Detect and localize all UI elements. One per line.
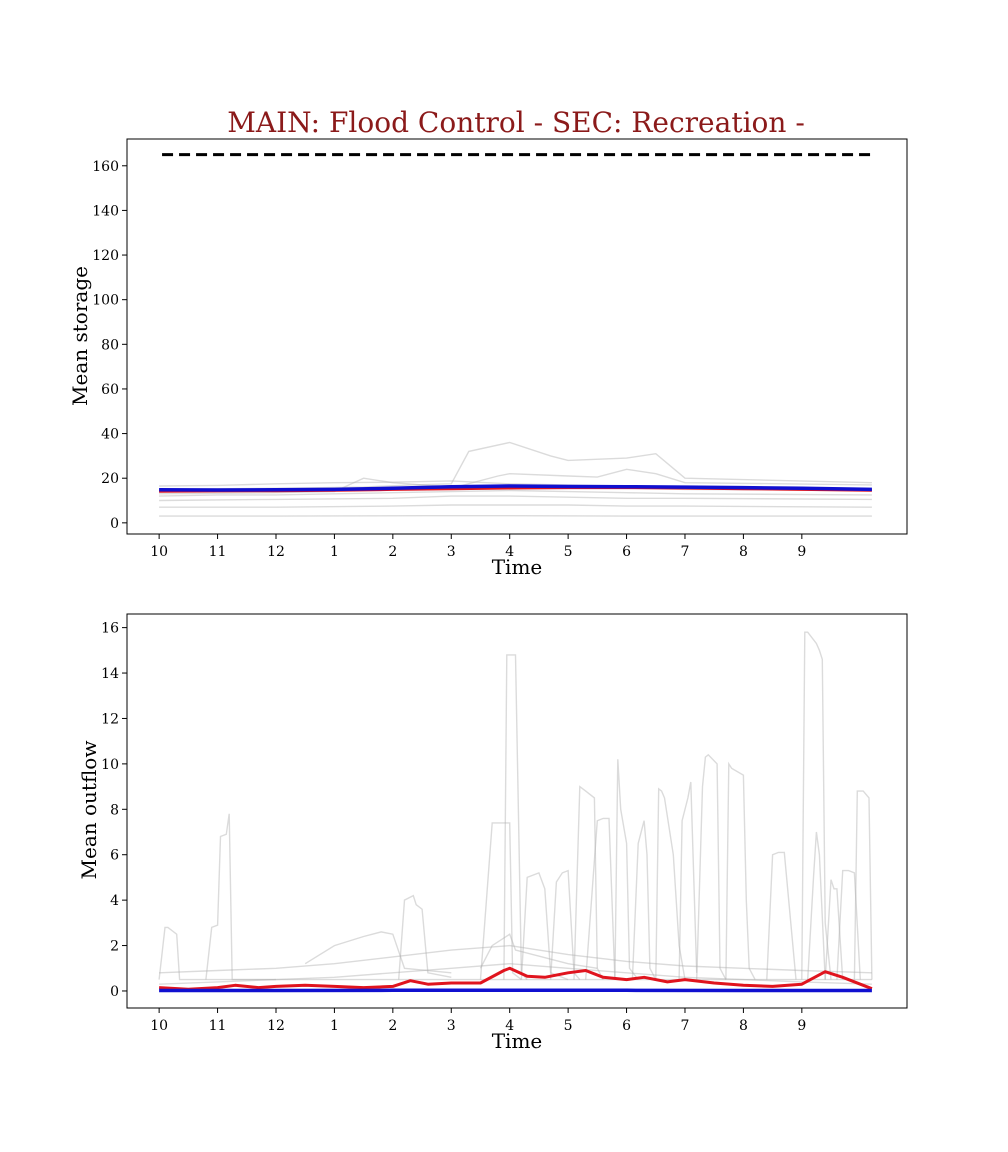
outflow-y-tick-label: 10: [101, 757, 119, 773]
storage-x-tick-label: 8: [739, 544, 748, 560]
storage-y-tick-label: 120: [92, 248, 119, 264]
outflow-x-axis-label: Time: [492, 1029, 543, 1053]
outflow-y-tick-label: 6: [110, 848, 119, 864]
outflow-ensemble-line: [631, 820, 657, 980]
storage-plot-frame: [126, 138, 908, 535]
outflow-x-tick-label: 11: [209, 1018, 227, 1034]
storage-panel: Time Mean storage 0 20 40 60 80 100 120 140 160 1…: [68, 138, 908, 579]
storage-ensemble-line: [159, 441, 872, 491]
storage-y-tick-label: 60: [101, 382, 119, 398]
outflow-x-tick-label: 12: [267, 1018, 285, 1034]
outflow-x-tick-label: 9: [797, 1018, 806, 1034]
outflow-x-tick-label: 7: [681, 1018, 690, 1034]
outflow-ensemble-line: [479, 933, 598, 969]
storage-y-tick-label: 20: [101, 471, 119, 487]
outflow-x-tick-label: 6: [622, 1018, 631, 1034]
storage-blue-series-line: [159, 484, 872, 492]
outflow-ensemble-line: [398, 894, 452, 980]
outflow-ensemble-line: [696, 753, 727, 980]
outflow-ensemble-line: [655, 787, 686, 980]
outflow-ensemble-line: [725, 761, 756, 980]
outflow-ensemble-line: [304, 931, 452, 974]
outflow-ensemble-line: [158, 926, 872, 981]
storage-x-tick-label: 11: [209, 544, 227, 560]
outflow-red-series-line: [159, 966, 873, 991]
outflow-x-tick-label: 2: [388, 1018, 397, 1034]
storage-x-tick-label: 9: [797, 544, 806, 560]
outflow-y-tick-label: 0: [110, 984, 119, 1000]
outflow-ensemble-line: [678, 781, 698, 980]
outflow-ensemble-line: [853, 790, 873, 980]
storage-ensemble-line: [159, 489, 872, 497]
outflow-y-tick-label: 2: [110, 939, 119, 955]
chart-title: MAIN: Flood Control - SEC: Recreation -: [227, 106, 805, 139]
outflow-x-tick-label: 1: [330, 1018, 339, 1034]
storage-y-tick-label: 100: [92, 293, 119, 309]
outflow-x-tick-label: 10: [150, 1018, 168, 1034]
storage-x-tick-label: 10: [150, 544, 168, 560]
storage-x-tick-label: 7: [681, 544, 690, 560]
outflow-ensemble-line: [573, 785, 604, 980]
storage-ensemble-line: [159, 495, 872, 502]
outflow-ensemble-line: [801, 631, 832, 980]
storage-x-tick-label: 5: [564, 544, 573, 560]
outflow-y-tick-label: 16: [101, 621, 119, 637]
storage-x-axis-label: Time: [492, 555, 543, 579]
outflow-ensemble-line: [159, 962, 872, 985]
storage-y-axis-label: Mean storage: [68, 266, 92, 406]
storage-ensemble-line: [159, 504, 872, 508]
outflow-ensemble-line: [836, 869, 861, 980]
outflow-y-tick-label: 8: [110, 802, 119, 818]
outflow-x-tick-label: 5: [564, 1018, 573, 1034]
outflow-x-tick-label: 3: [447, 1018, 456, 1034]
outflow-ensemble-line: [159, 944, 872, 974]
outflow-plot-frame: [126, 613, 908, 1009]
outflow-ensemble-line: [824, 879, 844, 980]
storage-x-tick-label: 6: [622, 544, 631, 560]
storage-y-tick-label: 40: [101, 427, 119, 443]
storage-y-tick-label: 0: [110, 516, 119, 532]
storage-x-tick-label: 3: [447, 544, 456, 560]
outflow-ensemble-line: [520, 871, 569, 981]
outflow-y-tick-label: 4: [110, 893, 119, 909]
storage-x-tick-label: 1: [330, 544, 339, 560]
outflow-ensemble-line: [585, 817, 616, 980]
outflow-ensemble-line: [479, 822, 522, 981]
storage-y-tick-label: 80: [101, 337, 119, 353]
outflow-ensemble-line: [807, 831, 826, 980]
outflow-y-tick-label: 14: [101, 666, 119, 682]
storage-x-tick-label: 2: [388, 544, 397, 560]
outflow-y-axis-label: Mean outflow: [77, 741, 101, 880]
outflow-ensemble-line: [205, 813, 276, 981]
outflow-ensemble-line: [549, 869, 581, 981]
outflow-y-tick-label: 12: [101, 711, 119, 727]
outflow-x-tick-label: 8: [739, 1018, 748, 1034]
outflow-ensemble-line: [766, 851, 797, 980]
storage-y-tick-label: 140: [92, 203, 119, 219]
storage-x-tick-label: 4: [505, 544, 514, 560]
outflow-ensemble-line: [614, 759, 639, 981]
storage-y-tick-label: 160: [92, 159, 119, 175]
outflow-x-tick-label: 4: [505, 1018, 514, 1034]
storage-x-tick-label: 12: [267, 544, 285, 560]
